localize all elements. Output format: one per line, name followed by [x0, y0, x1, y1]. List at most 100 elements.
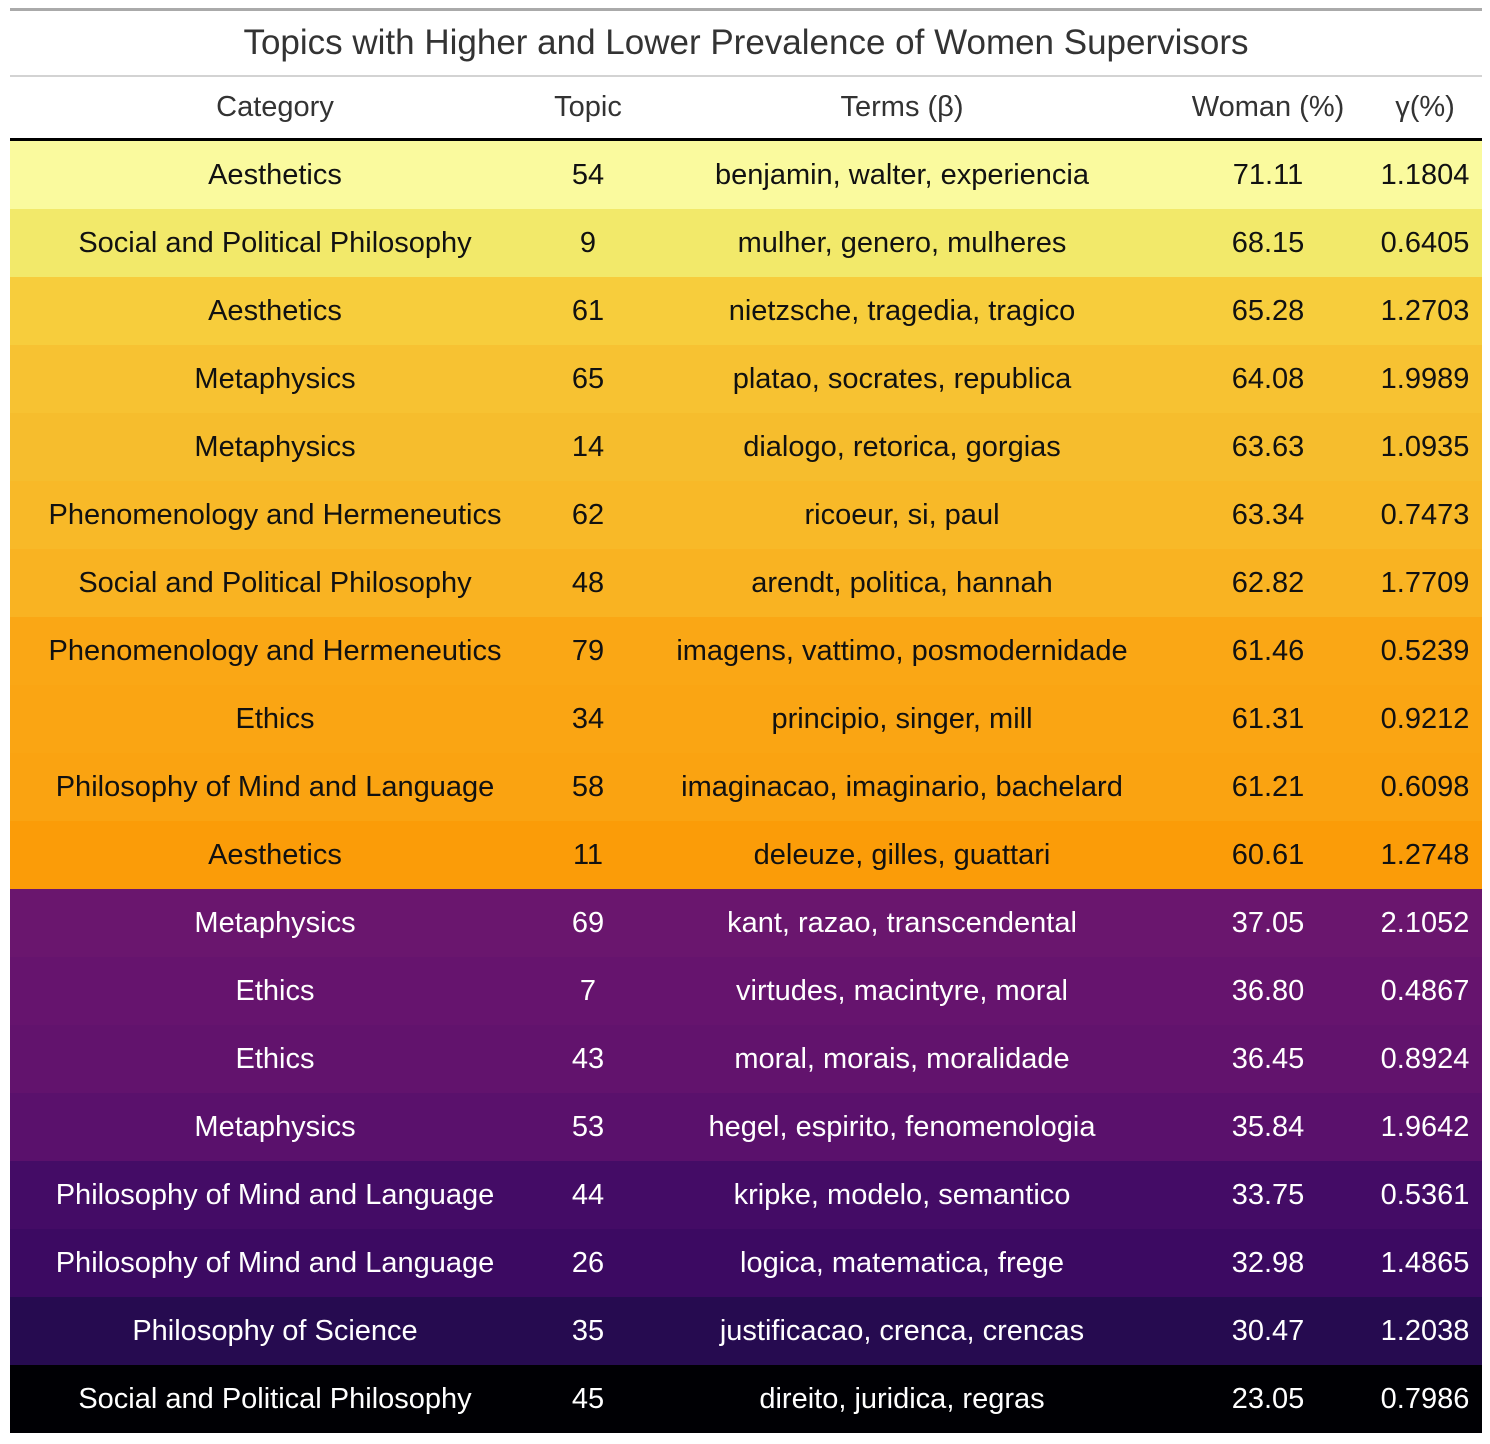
cell-topic: 44 — [571, 1178, 605, 1211]
cell-gamma-percent: 0.8924 — [1380, 1042, 1470, 1075]
cell-topic: 9 — [579, 226, 597, 259]
cell-woman-percent: 71.11 — [1232, 158, 1304, 191]
table-row: Metaphysics 14 dialogo, retorica, gorgias 6… — [10, 413, 1482, 481]
table-row: Aesthetics 54 benjamin, walter, experienci… — [10, 141, 1482, 209]
table-row: Phenomenology and Hermeneutics 62 ricoeur,… — [10, 481, 1482, 549]
cell-topic: 79 — [571, 634, 605, 667]
cell-gamma-percent: 1.1804 — [1380, 158, 1470, 191]
table-title: Topics with Higher and Lower Prevalence … — [10, 11, 1482, 77]
cell-topic: 34 — [571, 702, 605, 735]
cell-gamma-percent: 0.6098 — [1380, 770, 1470, 803]
cell-woman-percent: 36.80 — [1231, 974, 1305, 1007]
table-row: Social and Political Philosophy 48 arendt,… — [10, 549, 1482, 617]
cell-woman-percent: 61.46 — [1231, 634, 1305, 667]
cell-category: Philosophy of Mind and Language — [55, 1178, 495, 1211]
cell-terms: justificacao, crenca, crencas — [719, 1314, 1085, 1347]
cell-gamma-percent: 0.4867 — [1380, 974, 1470, 1007]
cell-topic: 48 — [571, 566, 605, 599]
cell-category: Philosophy of Science — [132, 1314, 418, 1347]
cell-woman-percent: 63.63 — [1231, 430, 1305, 463]
cell-terms: virtudes, macintyre, moral — [736, 974, 1068, 1007]
cell-terms: hegel, espirito, fenomenologia — [708, 1110, 1096, 1143]
cell-woman-percent: 30.47 — [1231, 1314, 1305, 1347]
cell-woman-percent: 64.08 — [1231, 362, 1305, 395]
table-row: Philosophy of Mind and Language 44 kripke,… — [10, 1161, 1482, 1229]
cell-topic: 43 — [571, 1042, 605, 1075]
table-row: Aesthetics 61 nietzsche, tragedia, tragico… — [10, 277, 1482, 345]
cell-category: Metaphysics — [194, 906, 356, 939]
cell-category: Aesthetics — [208, 838, 342, 871]
table-row: Metaphysics 69 kant, razao, transcendental… — [10, 889, 1482, 957]
cell-topic: 65 — [571, 362, 605, 395]
cell-topic: 11 — [572, 838, 604, 871]
cell-gamma-percent: 0.7986 — [1380, 1382, 1470, 1415]
cell-topic: 69 — [571, 906, 605, 939]
cell-gamma-percent: 2.1052 — [1380, 906, 1470, 939]
cell-woman-percent: 36.45 — [1231, 1042, 1305, 1075]
cell-category: Ethics — [235, 702, 315, 735]
cell-gamma-percent: 1.2748 — [1380, 838, 1470, 871]
cell-woman-percent: 68.15 — [1231, 226, 1305, 259]
cell-category: Phenomenology and Hermeneutics — [48, 498, 502, 531]
cell-category: Metaphysics — [194, 1110, 356, 1143]
cell-category: Ethics — [235, 1042, 315, 1075]
cell-gamma-percent: 1.2703 — [1380, 294, 1470, 327]
cell-topic: 14 — [571, 430, 605, 463]
topics-table: Topics with Higher and Lower Prevalence … — [10, 8, 1482, 1433]
cell-gamma-percent: 0.5239 — [1380, 634, 1470, 667]
cell-category: Phenomenology and Hermeneutics — [48, 634, 502, 667]
table-row: Ethics 7 virtudes, macintyre, moral 36.80 0.… — [10, 957, 1482, 1025]
header-woman-percent: Woman (%) — [1191, 91, 1345, 123]
table-row: Philosophy of Mind and Language 58 imagina… — [10, 753, 1482, 821]
cell-woman-percent: 33.75 — [1231, 1178, 1305, 1211]
cell-topic: 53 — [571, 1110, 605, 1143]
cell-category: Metaphysics — [194, 430, 356, 463]
cell-topic: 26 — [571, 1246, 605, 1279]
cell-gamma-percent: 0.9212 — [1380, 702, 1470, 735]
table-row: Social and Political Philosophy 9 mulher, … — [10, 209, 1482, 277]
cell-gamma-percent: 0.6405 — [1380, 226, 1470, 259]
cell-topic: 35 — [571, 1314, 605, 1347]
cell-gamma-percent: 1.9642 — [1380, 1110, 1470, 1143]
cell-gamma-percent: 1.0935 — [1380, 430, 1470, 463]
cell-terms: nietzsche, tragedia, tragico — [728, 294, 1076, 327]
cell-terms: deleuze, gilles, guattari — [753, 838, 1051, 871]
cell-woman-percent: 23.05 — [1231, 1382, 1305, 1415]
cell-gamma-percent: 0.7473 — [1380, 498, 1470, 531]
table-row: Metaphysics 53 hegel, espirito, fenomenolo… — [10, 1093, 1482, 1161]
cell-terms: logica, matematica, frege — [740, 1246, 1064, 1279]
cell-woman-percent: 62.82 — [1231, 566, 1305, 599]
header-row: Category Topic Terms (β) Woman (%) γ(%) — [10, 77, 1482, 141]
cell-gamma-percent: 1.7709 — [1380, 566, 1470, 599]
cell-category: Philosophy of Mind and Language — [55, 1246, 495, 1279]
table-row: Aesthetics 11 deleuze, gilles, guattari 60.… — [10, 821, 1482, 889]
cell-terms: kripke, modelo, semantico — [733, 1178, 1071, 1211]
table-row: Philosophy of Mind and Language 26 logica,… — [10, 1229, 1482, 1297]
cell-gamma-percent: 1.4865 — [1380, 1246, 1470, 1279]
cell-woman-percent: 65.28 — [1231, 294, 1305, 327]
cell-topic: 61 — [571, 294, 605, 327]
cell-category: Metaphysics — [194, 362, 356, 395]
cell-topic: 62 — [571, 498, 605, 531]
table-row: Metaphysics 65 platao, socrates, republica… — [10, 345, 1482, 413]
header-category: Category — [216, 91, 334, 123]
title-top-rule — [10, 8, 1482, 11]
cell-terms: ricoeur, si, paul — [804, 498, 1000, 531]
cell-woman-percent: 32.98 — [1231, 1246, 1305, 1279]
cell-gamma-percent: 0.5361 — [1380, 1178, 1470, 1211]
table-row: Social and Political Philosophy 45 direito… — [10, 1365, 1482, 1433]
cell-terms: dialogo, retorica, gorgias — [743, 430, 1061, 463]
cell-woman-percent: 61.21 — [1231, 770, 1305, 803]
table-row: Phenomenology and Hermeneutics 79 imagens,… — [10, 617, 1482, 685]
cell-category: Social and Political Philosophy — [78, 1382, 472, 1415]
cell-topic: 58 — [571, 770, 605, 803]
cell-terms: direito, juridica, regras — [759, 1382, 1045, 1415]
cell-terms: moral, morais, moralidade — [734, 1042, 1070, 1075]
cell-terms: imagens, vattimo, posmodernidade — [676, 634, 1128, 667]
table-row: Ethics 43 moral, morais, moralidade 36.45 0.… — [10, 1025, 1482, 1093]
cell-woman-percent: 63.34 — [1231, 498, 1305, 531]
cell-terms: benjamin, walter, experiencia — [715, 158, 1089, 191]
cell-category: Aesthetics — [208, 294, 342, 327]
table-row: Philosophy of Science 35 justificacao, cre… — [10, 1297, 1482, 1365]
cell-woman-percent: 60.61 — [1231, 838, 1305, 871]
